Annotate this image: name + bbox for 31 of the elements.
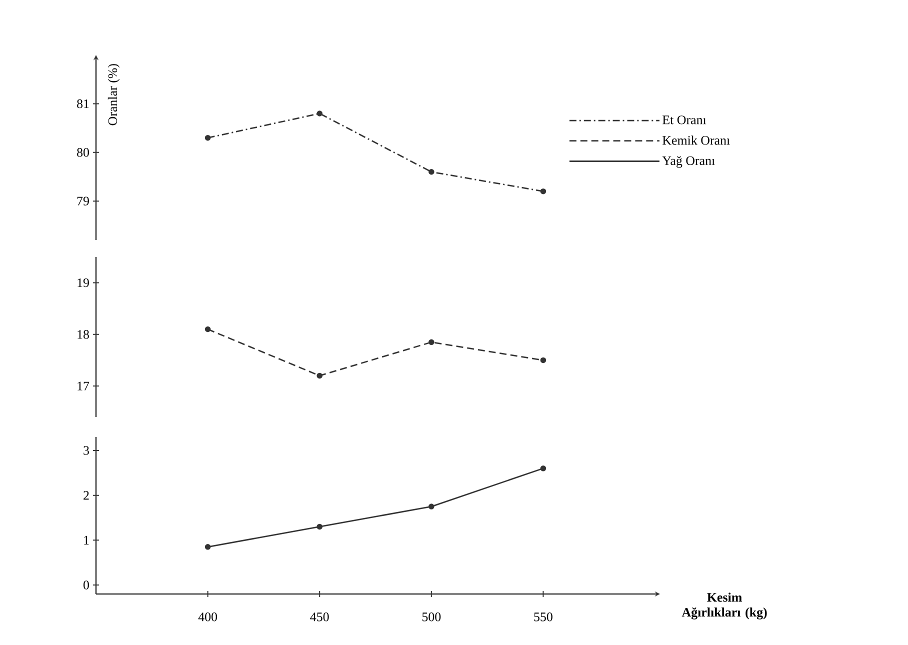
y-tick-label: 81 [77,99,89,108]
x-tick-label: 550 [534,612,552,622]
y-tick-label: 3 [84,446,89,455]
y-tick-label: 18 [78,330,89,339]
y-tick-label: 2 [84,491,89,500]
x-axis-title: Kesim Ağırlıkları (kg) [682,592,767,620]
point [316,524,322,530]
x-tick-label: 400 [198,612,218,622]
y-axis-title: Oranlar (%) [108,64,120,126]
y-tick-label: 1 [84,536,89,544]
point [204,544,211,550]
point [316,372,322,379]
point [428,504,434,510]
x-tick-label: 450 [310,612,329,622]
point [540,188,546,194]
point [428,339,434,346]
point [428,168,434,175]
y-tick-label: 0 [84,580,89,590]
y-tick-label: 17 [78,382,90,390]
point [540,466,546,472]
y-tick-label: 80 [77,148,89,157]
point [540,357,546,364]
text: Yağ Oranı [662,156,715,168]
text: Kemik Oranı [662,136,730,145]
y-tick-label: 19 [78,278,89,288]
point [204,326,211,332]
point [204,134,211,141]
x-tick-label: 500 [422,612,441,622]
text: Et Oranı [662,116,706,124]
y-tick-label: 79 [77,196,89,206]
point [316,110,322,116]
